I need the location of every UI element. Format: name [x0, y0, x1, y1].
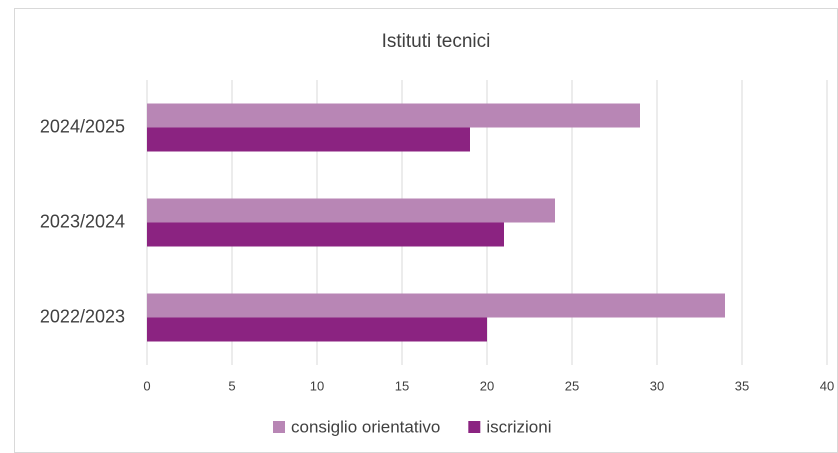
y-tick-label: 2024/2025 [40, 116, 125, 136]
chart-title: Istituti tecnici [382, 31, 491, 52]
y-tick-label: 2022/2023 [40, 306, 125, 326]
y-tick-label: 2023/2024 [40, 211, 125, 231]
x-tick-label: 25 [565, 378, 579, 393]
legend-swatch [273, 421, 285, 433]
bar [147, 103, 640, 128]
bar [147, 198, 555, 223]
bar [147, 317, 487, 342]
bar [147, 222, 504, 247]
x-tick-label: 5 [228, 378, 235, 393]
x-tick-label: 35 [735, 378, 749, 393]
bar [147, 127, 470, 152]
x-tick-label: 10 [310, 378, 324, 393]
x-tick-label: 40 [820, 378, 834, 393]
x-tick-label: 20 [480, 378, 494, 393]
legend-label: consiglio orientativo [291, 417, 440, 436]
legend-swatch [468, 421, 481, 433]
x-tick-label: 30 [650, 378, 664, 393]
x-tick-label: 0 [143, 378, 150, 393]
legend-label: iscrizioni [486, 417, 551, 436]
x-tick-label: 15 [395, 378, 409, 393]
bar [147, 293, 725, 318]
